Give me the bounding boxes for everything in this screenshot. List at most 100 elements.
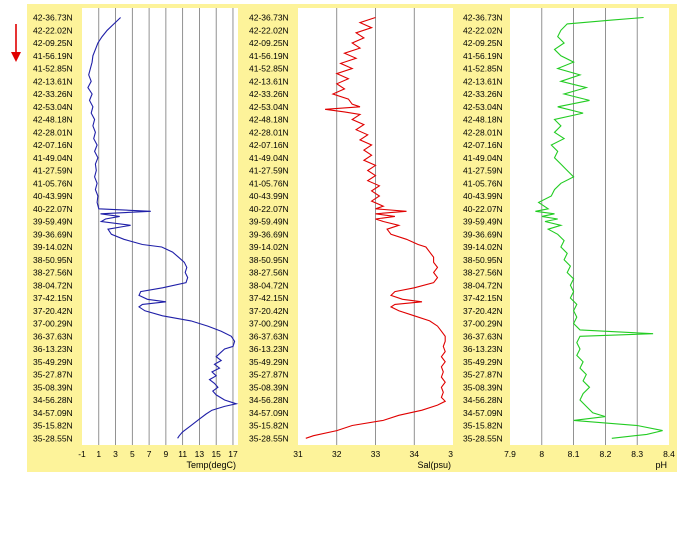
x-tick-label: 8.3: [631, 449, 643, 459]
y-tick-label: 38-04.72N: [33, 280, 73, 290]
y-tick-label: 35-27.87N: [463, 370, 503, 380]
y-tick-label: 34-57.09N: [249, 408, 289, 418]
series-line-2: [535, 16, 663, 439]
y-tick-label: 35-28.55N: [249, 433, 289, 443]
y-tick-label: 35-49.29N: [249, 357, 289, 367]
y-tick-label: 35-49.29N: [463, 357, 503, 367]
y-tick-label: 39-59.49N: [249, 217, 289, 227]
y-tick-label: 35-08.39N: [249, 382, 289, 392]
y-tick-label: 42-33.26N: [463, 89, 503, 99]
y-tick-label: 41-49.04N: [463, 153, 503, 163]
panel-sal-psu-: 313233343542-36.73N42-22.02N42-09.25N41-…: [243, 4, 458, 472]
y-tick-label: 42-09.25N: [463, 38, 503, 48]
y-tick-label: 39-14.02N: [33, 242, 73, 252]
y-tick-label: 42-13.61N: [249, 76, 289, 86]
x-tick-label: 8.2: [599, 449, 611, 459]
panel-ph: 7.9 8 8.1 8.2 8.3 8.4 42-36.73N 42-22.02N 42-09.…: [453, 4, 677, 472]
y-tick-label: 35-27.87N: [33, 370, 73, 380]
down-arrow-icon: [11, 24, 21, 62]
y-tick-label: 35-49.29N: [33, 357, 73, 367]
x-tick-label: 7: [147, 449, 152, 459]
y-tick-label: 36-13.23N: [33, 344, 73, 354]
x-tick-label: 1: [96, 449, 101, 459]
y-tick-label: 42-13.61N: [463, 76, 503, 86]
y-tick-label: 38-27.56N: [249, 268, 289, 278]
y-tick-label: 36-37.63N: [33, 331, 73, 341]
y-tick-label: 37-20.42N: [463, 306, 503, 316]
y-tick-label: 41-49.04N: [249, 153, 289, 163]
y-tick-label: 37-20.42N: [249, 306, 289, 316]
y-tick-label: 35-15.82N: [463, 421, 503, 431]
y-tick-label: 42-36.73N: [249, 13, 289, 23]
y-tick-label: 41-27.59N: [463, 166, 503, 176]
y-tick-label: 42-07.16N: [463, 140, 503, 150]
y-tick-label: 42-36.73N: [463, 13, 503, 23]
x-tick-label: 3: [113, 449, 118, 459]
y-tick-label: 42-36.73N: [33, 13, 73, 23]
y-tick-label: 42-48.18N: [33, 115, 73, 125]
y-tick-label: 42-28.01N: [33, 127, 73, 137]
y-tick-label: 34-56.28N: [249, 395, 289, 405]
y-tick-label: 38-50.95N: [33, 255, 73, 265]
x-tick-label: 15: [211, 449, 221, 459]
y-tick-label: 40-43.99N: [463, 191, 503, 201]
y-tick-label: 39-14.02N: [463, 242, 503, 252]
y-tick-label: 39-36.69N: [463, 229, 503, 239]
y-tick-label: 42-22.02N: [249, 25, 289, 35]
y-tick-label: 35-08.39N: [463, 382, 503, 392]
x-tick-label: 9: [164, 449, 169, 459]
y-tick-label: 37-00.29N: [463, 319, 503, 329]
y-tick-label: 42-33.26N: [33, 89, 73, 99]
y-tick-label: 40-22.07N: [33, 204, 73, 214]
y-tick-label: 36-37.63N: [249, 331, 289, 341]
y-tick-label: 35-15.82N: [33, 421, 73, 431]
y-tick-label: 41-27.59N: [249, 166, 289, 176]
x-tick-label: 13: [195, 449, 205, 459]
x-tick-label: 31: [293, 449, 303, 459]
y-tick-label: 41-52.85N: [249, 64, 289, 74]
y-tick-label: 35-28.55N: [33, 433, 73, 443]
y-tick-label: 40-43.99N: [33, 191, 73, 201]
y-tick-label: 41-05.76N: [33, 178, 73, 188]
y-tick-label: 42-48.18N: [249, 115, 289, 125]
y-tick-label: 42-53.04N: [33, 102, 73, 112]
y-tick-label: 36-13.23N: [463, 344, 503, 354]
y-tick-label: 42-48.18N: [463, 115, 503, 125]
y-tick-label: 42-09.25N: [33, 38, 73, 48]
x-tick-label: -1: [78, 449, 86, 459]
y-tick-label: 37-42.15N: [249, 293, 289, 303]
y-tick-label: 41-05.76N: [463, 178, 503, 188]
y-tick-label: 38-04.72N: [463, 280, 503, 290]
y-tick-label: 36-13.23N: [249, 344, 289, 354]
y-tick-label: 42-28.01N: [249, 127, 289, 137]
x-tick-label: 8: [539, 449, 544, 459]
y-tick-label: 39-59.49N: [33, 217, 73, 227]
y-tick-label: 34-56.28N: [463, 395, 503, 405]
y-tick-label: 34-57.09N: [463, 408, 503, 418]
x-tick-label: 11: [178, 449, 187, 459]
y-tick-label: 42-07.16N: [249, 140, 289, 150]
y-tick-label: 41-49.04N: [33, 153, 73, 163]
x-tick-label: 5: [130, 449, 135, 459]
y-tick-label: 42-33.26N: [249, 89, 289, 99]
y-tick-label: 41-52.85N: [33, 64, 73, 74]
y-tick-label: 41-56.19N: [463, 51, 503, 61]
y-tick-label: 35-28.55N: [463, 433, 503, 443]
y-tick-label: 42-22.02N: [463, 25, 503, 35]
x-tick-label: 8.1: [568, 449, 580, 459]
y-tick-label: 36-37.63N: [463, 331, 503, 341]
y-tick-label: 37-00.29N: [249, 319, 289, 329]
y-tick-label: 35-15.82N: [249, 421, 289, 431]
x-tick-label: 17: [228, 449, 238, 459]
y-tick-label: 37-42.15N: [463, 293, 503, 303]
y-tick-label: 34-56.28N: [33, 395, 73, 405]
y-tick-label: 39-59.49N: [463, 217, 503, 227]
y-tick-label: 39-36.69N: [249, 229, 289, 239]
y-tick-label: 38-27.56N: [33, 268, 73, 278]
plot-area: [510, 8, 669, 445]
x-tick-label: 7.9: [504, 449, 516, 459]
x-tick-label: 32: [332, 449, 342, 459]
y-tick-label: 40-22.07N: [463, 204, 503, 214]
y-tick-label: 37-00.29N: [33, 319, 73, 329]
